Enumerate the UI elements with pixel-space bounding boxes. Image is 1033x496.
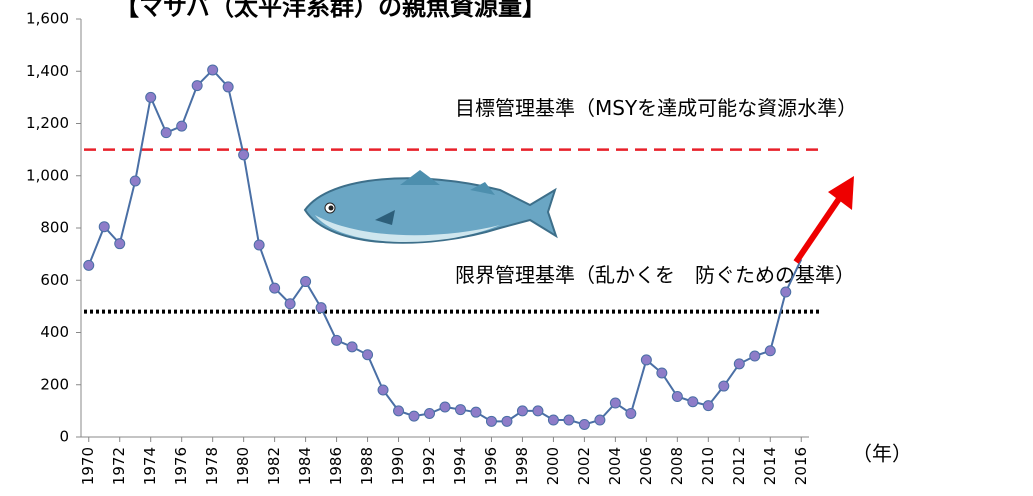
data-point	[439, 401, 451, 413]
data-point	[702, 400, 714, 412]
x-tick-label: 1982	[265, 447, 283, 485]
data-point	[83, 259, 95, 271]
data-point	[687, 396, 699, 408]
data-point	[594, 414, 606, 426]
chart-title: 【マサバ（太平洋系群）の親魚資源量】	[115, 0, 546, 21]
y-tick-label: 600	[40, 271, 69, 289]
data-point	[470, 406, 482, 418]
data-point	[609, 397, 621, 409]
data-point	[532, 405, 544, 417]
data-point	[269, 282, 281, 294]
data-point	[346, 341, 358, 353]
data-point	[98, 221, 110, 233]
x-tick-label: 1972	[110, 447, 128, 485]
x-tick-label: 1974	[141, 447, 159, 485]
x-tick-label: 2016	[792, 447, 810, 485]
y-tick-label: 1,200	[26, 114, 69, 132]
data-point	[485, 415, 497, 427]
data-point	[749, 350, 761, 362]
data-point	[578, 418, 590, 430]
data-point	[733, 358, 745, 370]
data-point	[238, 149, 250, 161]
data-point	[160, 127, 172, 139]
data-point	[393, 405, 405, 417]
x-tick-label: 1994	[451, 447, 469, 485]
data-point	[191, 80, 203, 92]
x-tick-label: 1984	[296, 447, 314, 485]
data-point	[764, 345, 776, 357]
data-point	[671, 391, 683, 403]
x-tick-label: 1978	[203, 447, 221, 485]
x-tick-label: 2012	[730, 447, 748, 485]
x-tick-label: 2006	[637, 447, 655, 485]
data-point	[300, 276, 312, 288]
data-point	[454, 404, 466, 416]
x-tick-label: 1998	[513, 447, 531, 485]
data-point	[640, 354, 652, 366]
data-point	[362, 349, 374, 361]
y-tick-label: 0	[59, 428, 69, 446]
fish-illustration	[303, 170, 558, 244]
data-point	[315, 302, 327, 314]
y-tick-label: 800	[40, 219, 69, 237]
data-point	[547, 414, 559, 426]
data-point	[625, 407, 637, 419]
x-tick-label: 2010	[699, 447, 717, 485]
data-point	[114, 238, 126, 250]
y-tick-label: 1,000	[26, 166, 69, 184]
x-tick-label: 2000	[544, 447, 562, 485]
data-point	[284, 298, 296, 310]
data-point	[501, 415, 513, 427]
y-tick-label: 1,600	[26, 10, 69, 28]
data-point	[516, 405, 528, 417]
y-tick-label: 1,400	[26, 62, 69, 80]
data-point	[780, 286, 792, 298]
x-tick-label: 1990	[389, 447, 407, 485]
x-tick-label: 2014	[761, 447, 779, 485]
reference-label: 目標管理基準（MSYを達成可能な資源水準）	[455, 96, 857, 120]
y-tick-label: 200	[40, 375, 69, 393]
data-point	[656, 367, 668, 379]
data-point	[718, 380, 730, 392]
y-tick-label: 400	[40, 323, 69, 341]
x-tick-label: 2002	[575, 447, 593, 485]
x-axis-label: （年）	[852, 442, 912, 466]
x-tick-label: 1970	[79, 447, 97, 485]
x-tick-label: 1992	[420, 447, 438, 485]
x-tick-label: 2004	[606, 447, 624, 485]
data-point	[129, 175, 141, 187]
x-tick-label: 1986	[327, 447, 345, 485]
reference-label: 限界管理基準（乱かくを 防ぐための基準）	[455, 263, 855, 287]
x-tick-label: 1980	[234, 447, 252, 485]
data-point	[253, 239, 265, 251]
data-point	[331, 334, 343, 346]
series-line	[87, 68, 803, 426]
data-point	[424, 407, 436, 419]
trend-arrow	[793, 176, 854, 264]
x-tick-label: 1996	[482, 447, 500, 485]
data-point	[563, 414, 575, 426]
data-point	[377, 384, 389, 396]
x-tick-label: 2008	[668, 447, 686, 485]
data-point	[145, 91, 157, 103]
data-point	[207, 64, 219, 76]
x-tick-label: 1988	[358, 447, 376, 485]
data-point	[222, 81, 234, 93]
data-point	[408, 410, 420, 422]
x-tick-label: 1976	[172, 447, 190, 485]
data-point	[176, 120, 188, 132]
